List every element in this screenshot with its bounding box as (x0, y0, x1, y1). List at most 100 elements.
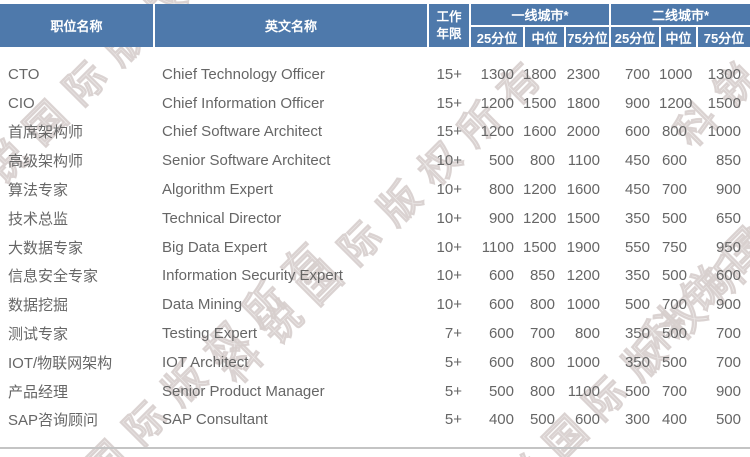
tier2-p50-cell: 400 (661, 411, 687, 429)
tier1-p75-cell: 1200 (566, 267, 600, 285)
english-name-cell: Senior Product Manager (162, 382, 325, 400)
tier1-p75-cell: 1000 (566, 296, 600, 314)
position-name-cell: SAP咨询顾问 (8, 412, 99, 430)
table-row: 大数据专家 Big Data Expert 10+ 1100 1500 1900… (0, 233, 750, 262)
experience-years-cell: 10+ (436, 181, 462, 199)
tier2-p50-cell: 500 (661, 325, 687, 343)
table-body: CTO Chief Technology Officer 15+ 1300 18… (0, 47, 750, 434)
tier2-p50-cell: 1000 (659, 65, 693, 83)
tier2-p75-cell: 650 (715, 209, 741, 227)
table-row: 算法专家 Algorithm Expert 10+ 800 1200 1600 … (0, 175, 750, 204)
tier2-p25-header: 25分位 (609, 25, 659, 47)
english-name-cell: Chief Technology Officer (162, 65, 325, 83)
tier1-p25-cell: 900 (488, 209, 514, 227)
position-name-cell: CIO (8, 94, 35, 112)
tier2-p75-cell: 500 (715, 411, 741, 429)
tier2-p50-cell: 500 (661, 353, 687, 371)
tier1-p50-cell: 700 (529, 325, 555, 343)
table-row: IOT/物联网架构 IOT Architect 5+ 600 800 1000 … (0, 348, 750, 377)
tier2-p25-cell: 600 (624, 123, 650, 141)
tier2-p75-cell: 900 (715, 181, 741, 199)
table-row: CTO Chief Technology Officer 15+ 1300 18… (0, 60, 750, 89)
tier1-p50-cell: 500 (529, 411, 555, 429)
tier2-p25-cell: 350 (624, 325, 650, 343)
tier1-p50-cell: 800 (529, 382, 555, 400)
tier1-group-header: 一线城市* (469, 4, 609, 25)
tier2-p75-cell: 600 (715, 267, 741, 285)
tier1-p50-cell: 800 (529, 152, 555, 170)
tier2-p50-cell: 700 (661, 181, 687, 199)
tier2-p50-header: 中位 (659, 25, 696, 47)
tier1-p75-cell: 1800 (566, 94, 600, 112)
tier1-p50-cell: 800 (529, 296, 555, 314)
bottom-divider (0, 447, 750, 449)
table-row: 数据挖掘 Data Mining 10+ 600 800 1000 500 70… (0, 290, 750, 319)
english-name-cell: Chief Information Officer (162, 94, 325, 112)
position-name-cell: 算法专家 (8, 182, 69, 200)
tier2-p50-cell: 750 (661, 238, 687, 256)
experience-years-cell: 5+ (444, 382, 462, 400)
tier1-p75-cell: 1900 (566, 238, 600, 256)
tier2-p25-cell: 500 (624, 382, 650, 400)
tier1-p25-cell: 1200 (480, 94, 514, 112)
english-name-cell: Information Security Expert (162, 267, 343, 285)
tier2-p50-cell: 500 (661, 209, 687, 227)
position-name-cell: 产品经理 (8, 383, 69, 401)
header-gap-row (0, 47, 750, 60)
english-name-cell: SAP Consultant (162, 411, 268, 429)
position-name-cell: 信息安全专家 (8, 268, 99, 286)
tier1-p75-cell: 1600 (566, 181, 600, 199)
tier1-p25-header: 25分位 (469, 25, 523, 47)
tier1-p50-cell: 1600 (523, 123, 557, 141)
tier1-p75-cell: 800 (574, 325, 600, 343)
tier2-p50-cell: 600 (661, 152, 687, 170)
tier1-p75-cell: 1100 (567, 382, 600, 400)
tier2-p50-cell: 800 (661, 123, 687, 141)
tier1-p25-cell: 1100 (481, 238, 514, 256)
tier2-p75-cell: 1000 (707, 123, 741, 141)
english-name-cell: Algorithm Expert (162, 181, 273, 199)
english-name-cell: Testing Expert (162, 325, 258, 343)
tier2-p75-cell: 700 (715, 325, 741, 343)
table-row: SAP咨询顾问 SAP Consultant 5+ 400 500 600 30… (0, 406, 750, 435)
english-name-cell: Technical Director (162, 209, 282, 227)
experience-years-cell: 10+ (436, 238, 462, 256)
table-row: 测试专家 Testing Expert 7+ 600 700 800 350 5… (0, 319, 750, 348)
tier1-p50-cell: 800 (529, 353, 555, 371)
position-name-cell: IOT/物联网架构 (8, 354, 113, 372)
table-row: 技术总监 Technical Director 10+ 900 1200 150… (0, 204, 750, 233)
tier1-p25-cell: 400 (488, 411, 514, 429)
table-row: 首席架构师 Chief Software Architect 15+ 1200 … (0, 118, 750, 147)
tier1-p50-cell: 850 (529, 267, 555, 285)
tier2-p75-cell: 950 (715, 238, 741, 256)
tier1-p25-cell: 500 (488, 382, 514, 400)
experience-years-cell: 10+ (436, 296, 462, 314)
tier2-p25-cell: 700 (624, 65, 650, 83)
salary-table: 职位名称 英文名称 工作 年限 一线城市* 二线城市* 25分位 中位 75分位… (0, 4, 750, 434)
tier1-p75-cell: 1500 (566, 209, 600, 227)
tier1-p75-cell: 600 (574, 411, 600, 429)
experience-years-cell: 7+ (444, 325, 462, 343)
tier2-p75-cell: 1500 (707, 94, 741, 112)
tier2-p25-cell: 500 (624, 296, 650, 314)
tier2-p50-cell: 1200 (659, 94, 693, 112)
table-header: 职位名称 英文名称 工作 年限 一线城市* 二线城市* 25分位 中位 75分位… (0, 4, 750, 47)
tier2-p75-cell: 700 (715, 353, 741, 371)
tier2-p25-cell: 300 (624, 411, 650, 429)
experience-years-cell: 5+ (444, 353, 462, 371)
tier1-p50-cell: 1800 (523, 65, 557, 83)
position-name-cell: 首席架构师 (8, 124, 84, 142)
table-row: 信息安全专家 Information Security Expert 10+ 6… (0, 262, 750, 291)
tier2-p75-cell: 900 (715, 382, 741, 400)
tier2-p25-cell: 350 (624, 353, 650, 371)
english-header: 英文名称 (153, 4, 427, 47)
tier2-p25-cell: 550 (624, 238, 650, 256)
position-name-cell: 数据挖掘 (8, 297, 69, 315)
experience-years-cell: 15+ (436, 65, 462, 83)
tier1-p25-cell: 600 (488, 267, 514, 285)
tier2-p50-cell: 700 (661, 382, 687, 400)
english-name-cell: Data Mining (162, 296, 243, 314)
tier1-p75-cell: 2300 (566, 65, 600, 83)
tier2-p50-cell: 700 (661, 296, 687, 314)
